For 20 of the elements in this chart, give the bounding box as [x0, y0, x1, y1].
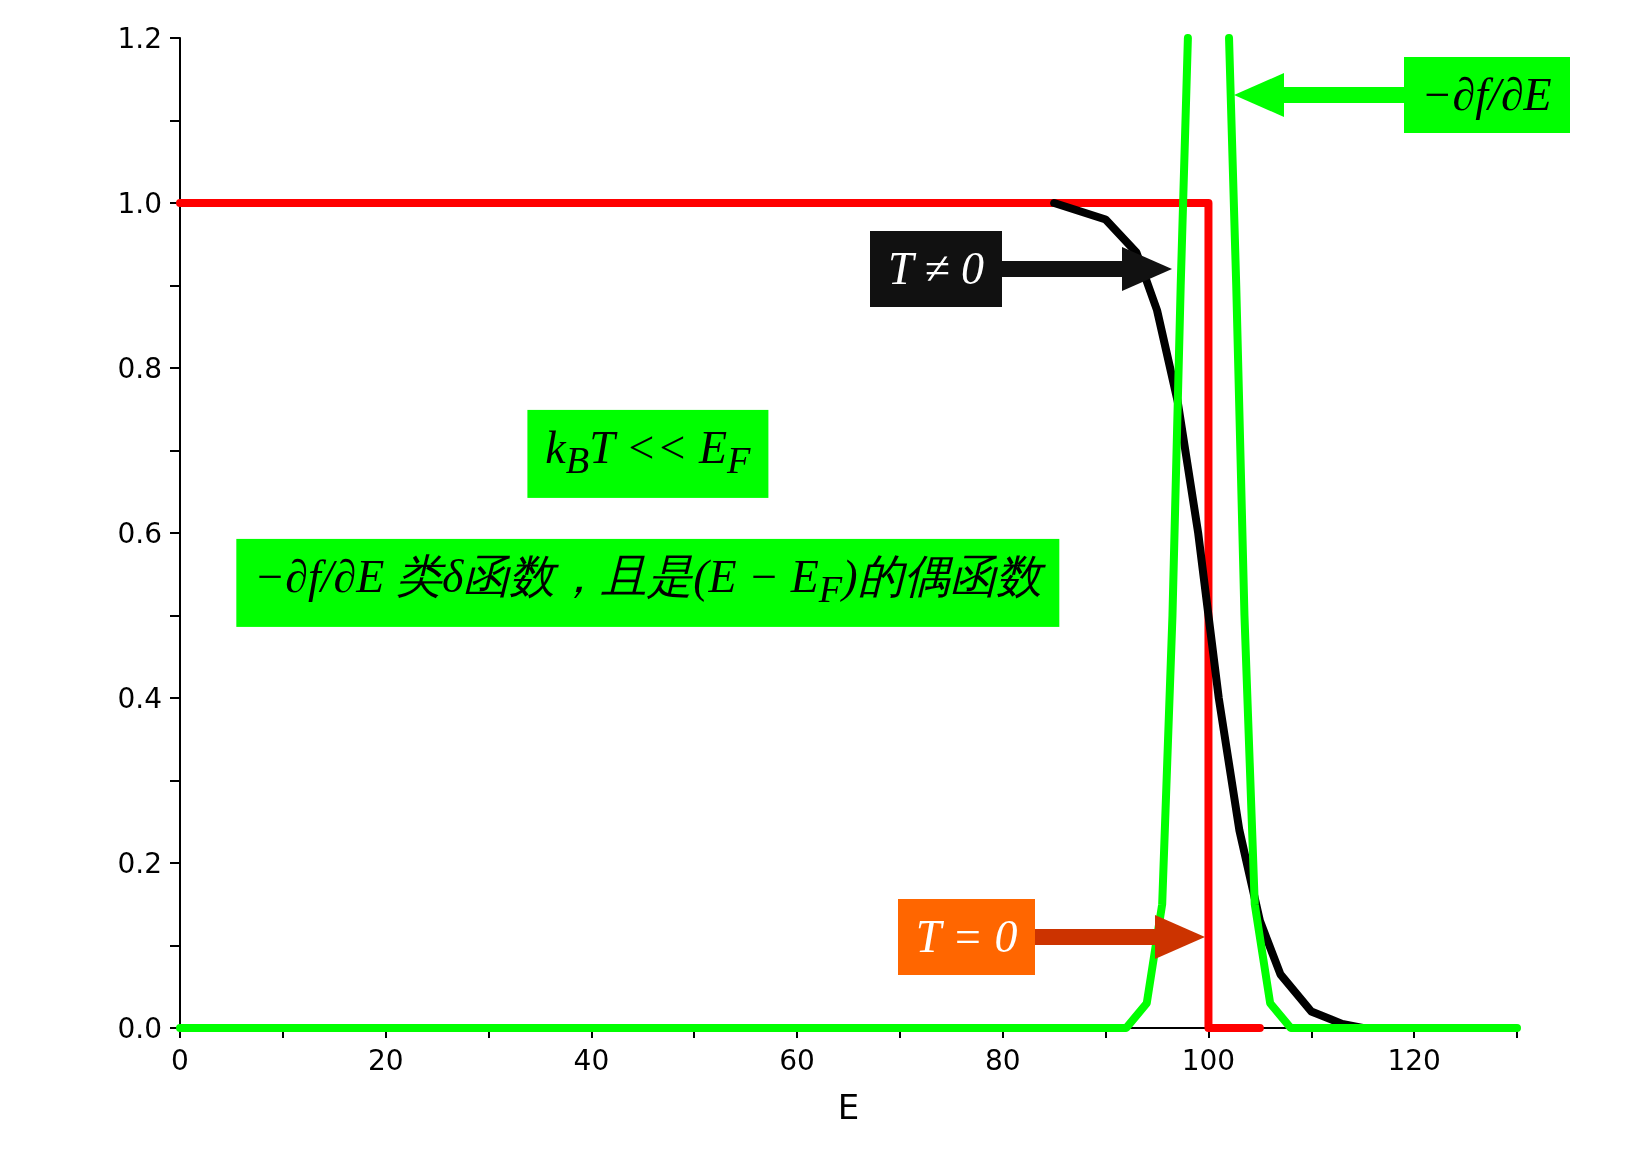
x-tick-label: 20: [367, 1043, 404, 1077]
x-tick-label: 0: [171, 1043, 189, 1077]
x-axis-title: E: [837, 1087, 860, 1127]
y-tick-label: 0.2: [117, 846, 162, 880]
x-tick-label: 40: [573, 1043, 610, 1077]
y-tick-label: 0.0: [117, 1011, 162, 1045]
y-tick-label: 1.0: [117, 186, 162, 220]
y-tick-label: 0.4: [117, 681, 162, 715]
annotation: −∂f/∂E: [1403, 57, 1570, 134]
x-tick-label: 80: [984, 1043, 1021, 1077]
annotation: k$_{B}$T << E$_{F}$: [527, 409, 769, 498]
y-tick-label: 0.8: [117, 351, 162, 385]
x-tick-label: 100: [1181, 1043, 1236, 1077]
y-tick-label: 1.2: [117, 21, 162, 55]
annotation: T ≠ 0: [870, 230, 1003, 307]
x-tick-label: 60: [779, 1043, 815, 1077]
annotation: T = 0: [897, 898, 1036, 975]
x-tick-label: 120: [1387, 1043, 1441, 1077]
y-tick-label: 0.6: [117, 516, 162, 550]
annotation: −∂f/∂E 类δ函数，且是(E − E$_{F}$)的偶函数: [236, 538, 1060, 627]
